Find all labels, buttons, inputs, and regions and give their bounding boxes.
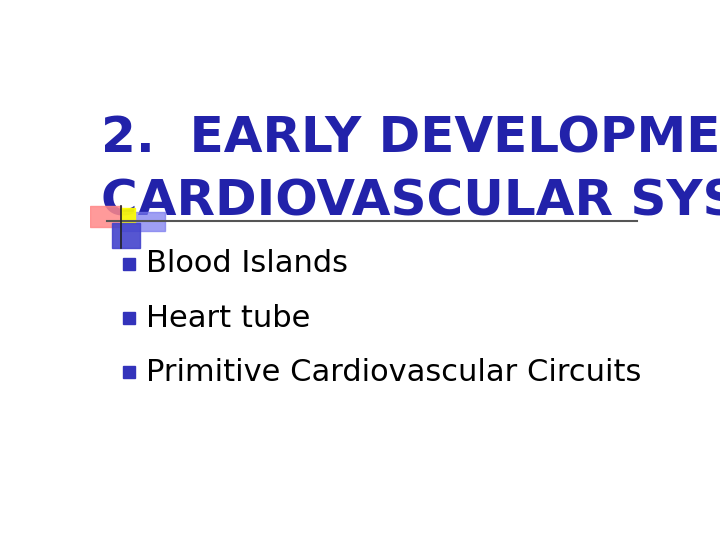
Text: Blood Islands: Blood Islands — [145, 249, 348, 279]
Bar — [121, 212, 166, 231]
Bar — [90, 206, 121, 227]
Bar — [124, 312, 135, 324]
Text: Heart tube: Heart tube — [145, 303, 310, 333]
Bar — [121, 208, 135, 223]
Text: CARDIOVASCULAR SYSTEM: CARDIOVASCULAR SYSTEM — [101, 177, 720, 225]
Bar — [124, 366, 135, 378]
Text: Primitive Cardiovascular Circuits: Primitive Cardiovascular Circuits — [145, 357, 642, 387]
Bar — [112, 223, 140, 248]
Text: 2.  EARLY DEVELOPMENT OF THE: 2. EARLY DEVELOPMENT OF THE — [101, 114, 720, 163]
Bar — [124, 258, 135, 270]
